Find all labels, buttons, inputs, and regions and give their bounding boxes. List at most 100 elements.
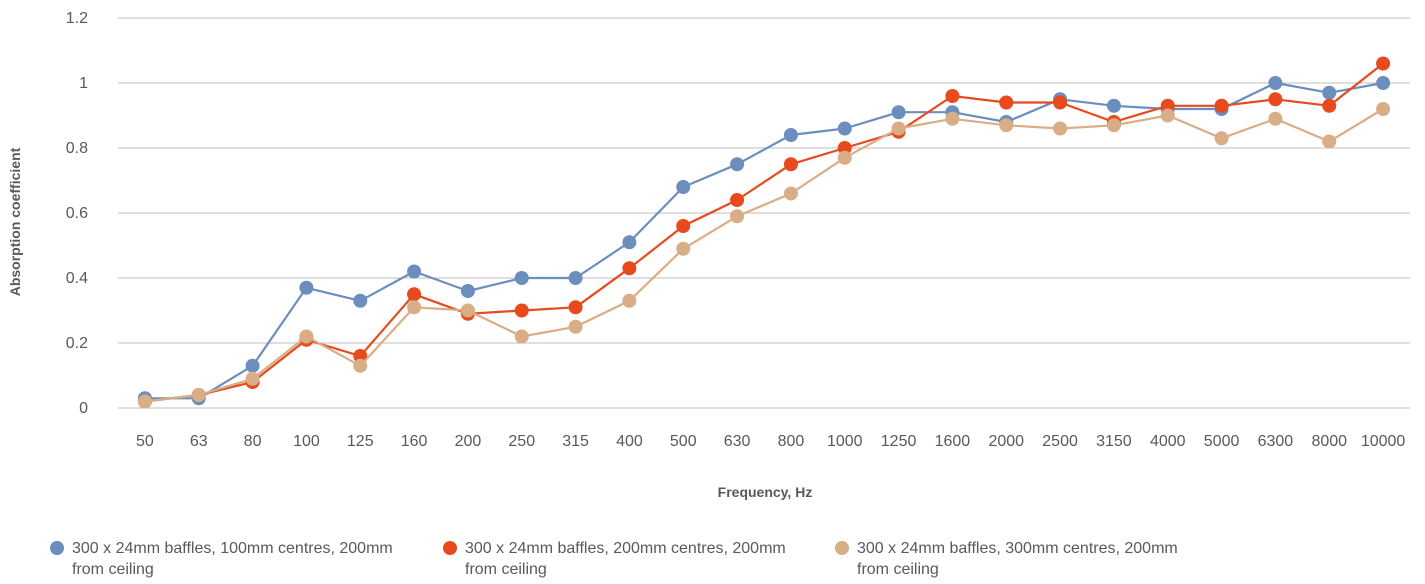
x-tick-label: 50 <box>136 433 154 450</box>
x-tick-label: 5000 <box>1204 433 1240 450</box>
x-tick-label: 10000 <box>1361 433 1406 450</box>
series-3-point <box>1376 102 1391 116</box>
legend: 300 x 24mm baffles, 100mm centres, 200mm… <box>50 538 1350 584</box>
series-3-point <box>568 319 583 334</box>
x-tick-label: 125 <box>347 433 374 450</box>
x-tick-label: 315 <box>562 433 589 450</box>
series-3-point <box>245 371 260 386</box>
legend-item-series-1: 300 x 24mm baffles, 100mm centres, 200mm… <box>50 538 402 580</box>
x-tick-label: 1250 <box>881 433 917 450</box>
series-3-point <box>353 358 368 373</box>
series-2-point <box>568 300 583 315</box>
series-1-point <box>783 128 798 142</box>
series-2-point <box>1268 92 1283 107</box>
series-1-point <box>299 280 314 295</box>
legend-marker-1 <box>50 541 64 555</box>
legend-label-1: 300 x 24mm baffles, 100mm centres, 200mm… <box>72 540 393 578</box>
series-3-point <box>999 118 1014 133</box>
series-1-point <box>730 157 745 172</box>
series-1-point <box>891 105 906 120</box>
series-3-point <box>1053 121 1068 136</box>
series-3-point <box>622 293 637 308</box>
x-tick-label: 400 <box>616 433 643 450</box>
series-1-point <box>1322 85 1337 100</box>
y-tick-label: 1 <box>79 75 88 92</box>
series-1-point <box>1106 98 1121 113</box>
y-tick-label: 0.4 <box>66 270 88 287</box>
x-tick-label: 8000 <box>1311 433 1347 450</box>
y-tick-label: 0.2 <box>66 335 88 352</box>
x-tick-label: 80 <box>244 433 262 450</box>
grid-lines <box>118 17 1410 409</box>
x-tick-label: 200 <box>455 433 482 450</box>
x-tick-label: 800 <box>778 433 805 450</box>
series-2-point <box>1160 98 1175 113</box>
series-3-point <box>1106 118 1121 133</box>
series-3-point <box>837 150 852 165</box>
series-2-point <box>353 349 368 363</box>
x-tick-label: 160 <box>401 433 428 450</box>
x-tick-labels: 50 63 80 100 125 160 200 250 315 400 500 630 800 1000… <box>136 433 1405 450</box>
legend-item-series-2: 300 x 24mm baffles, 200mm centres, 200mm… <box>443 538 795 580</box>
series-3 <box>137 102 1391 409</box>
series-2-point <box>622 261 637 276</box>
series-2-point <box>999 95 1014 110</box>
series-3-point <box>460 303 475 318</box>
series-lines <box>137 56 1391 409</box>
x-tick-label: 3150 <box>1096 433 1132 450</box>
series-2-point <box>1214 98 1229 113</box>
series-3-point <box>1160 108 1175 123</box>
series-3-point <box>191 388 206 402</box>
series-2-point <box>730 193 745 207</box>
series-2-point <box>1053 95 1068 110</box>
x-tick-label: 1000 <box>827 433 863 450</box>
x-tick-label: 2000 <box>988 433 1024 450</box>
y-tick-label: 1.2 <box>66 10 88 27</box>
series-2-point <box>1376 56 1391 71</box>
line-chart: 0 0.2 0.4 0.6 0.8 1 1.2 50 63 80 100 125 160 200 250 3… <box>7 10 1410 500</box>
legend-item-series-3: 300 x 24mm baffles, 300mm centres, 200mm… <box>835 538 1187 580</box>
series-1-point <box>568 271 583 285</box>
series-2-point <box>407 287 422 302</box>
x-tick-label: 6300 <box>1258 433 1294 450</box>
series-3-point <box>1322 134 1337 149</box>
x-tick-label: 63 <box>190 433 208 450</box>
series-3-point <box>299 329 314 344</box>
series-2-point <box>945 89 960 103</box>
x-tick-label: 630 <box>724 433 751 450</box>
series-3-point <box>730 209 745 224</box>
series-1-point <box>407 264 422 279</box>
y-axis-title: Absorption coefficient <box>7 147 23 296</box>
series-3-point <box>1214 131 1229 146</box>
y-tick-label: 0.6 <box>66 205 88 222</box>
series-1-point <box>353 293 368 308</box>
x-tick-label: 2500 <box>1042 433 1078 450</box>
series-1-point <box>1376 76 1391 90</box>
series-2-point <box>676 219 691 233</box>
series-3-point <box>891 121 906 136</box>
series-2-line <box>144 62 1384 403</box>
series-3-line <box>144 108 1384 403</box>
series-3-point <box>945 111 960 126</box>
series-3-point <box>1268 111 1283 126</box>
series-1-point <box>622 235 637 250</box>
series-3-point <box>783 186 798 201</box>
series-3-point <box>514 329 529 344</box>
series-1-point <box>245 358 260 373</box>
legend-marker-2 <box>443 541 457 555</box>
series-1-point <box>1268 76 1283 90</box>
x-tick-label: 100 <box>293 433 320 450</box>
y-tick-labels: 0 0.2 0.4 0.6 0.8 1 1.2 <box>66 10 88 417</box>
series-1-point <box>460 284 475 298</box>
y-tick-label: 0.8 <box>66 140 88 157</box>
legend-label-2: 300 x 24mm baffles, 200mm centres, 200mm… <box>465 540 786 578</box>
x-tick-label: 500 <box>670 433 697 450</box>
legend-label-3: 300 x 24mm baffles, 300mm centres, 200mm… <box>857 540 1178 578</box>
x-tick-label: 1600 <box>935 433 971 450</box>
series-1 <box>137 76 1391 406</box>
series-2-point <box>514 303 529 318</box>
x-tick-label: 4000 <box>1150 433 1186 450</box>
series-3-point <box>407 300 422 315</box>
x-tick-label: 250 <box>508 433 535 450</box>
series-2-point <box>783 157 798 172</box>
